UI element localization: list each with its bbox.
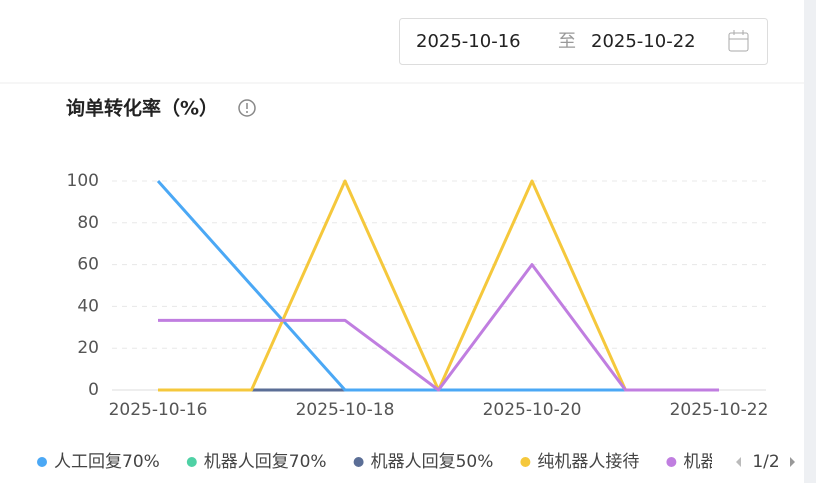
- x-tick-label: 2025-10-20: [483, 400, 582, 420]
- start-date[interactable]: 2025-10-16: [416, 31, 521, 52]
- legend-label[interactable]: 机器: [683, 452, 717, 472]
- legend-label[interactable]: 机器人回复50%: [371, 452, 494, 472]
- legend-label[interactable]: 人工回复70%: [54, 452, 160, 472]
- legend-marker: [666, 457, 677, 467]
- y-tick-label: 60: [77, 255, 99, 275]
- calendar-icon[interactable]: [728, 30, 749, 52]
- series-line: [158, 179, 719, 392]
- legend: 人工回复70% 机器人回复70% 机器人回复50% 纯机器人接待 机器: [37, 452, 717, 472]
- legend-prev[interactable]: [736, 457, 741, 467]
- y-tick-label: 20: [77, 338, 99, 358]
- legend-label[interactable]: 纯机器人接待: [537, 452, 639, 472]
- legend-marker: [353, 457, 364, 467]
- legend-marker: [520, 457, 531, 467]
- series-line: [158, 263, 719, 392]
- legend-page: 1/2: [752, 452, 779, 472]
- x-tick-label: 2025-10-18: [296, 400, 395, 420]
- y-tick-label: 40: [77, 296, 99, 316]
- separator: 至: [558, 31, 576, 52]
- date-picker[interactable]: [399, 18, 768, 65]
- end-date[interactable]: 2025-10-22: [591, 31, 696, 52]
- legend-marker: [186, 457, 197, 467]
- y-tick-label: 80: [77, 213, 99, 233]
- y-tick-label: 100: [67, 171, 99, 191]
- info-icon[interactable]: [238, 99, 256, 117]
- scrollbar: [804, 0, 816, 483]
- chart-title: 询单转化率（%）: [66, 97, 218, 120]
- x-tick-label: 2025-10-16: [109, 400, 208, 420]
- legend-label[interactable]: 机器人回复70%: [204, 452, 327, 472]
- x-tick-label: 2025-10-22: [670, 400, 769, 420]
- legend-marker: [37, 457, 47, 467]
- legend-next[interactable]: [790, 457, 795, 467]
- series-line: [156, 179, 719, 392]
- y-tick-label: 0: [88, 380, 99, 400]
